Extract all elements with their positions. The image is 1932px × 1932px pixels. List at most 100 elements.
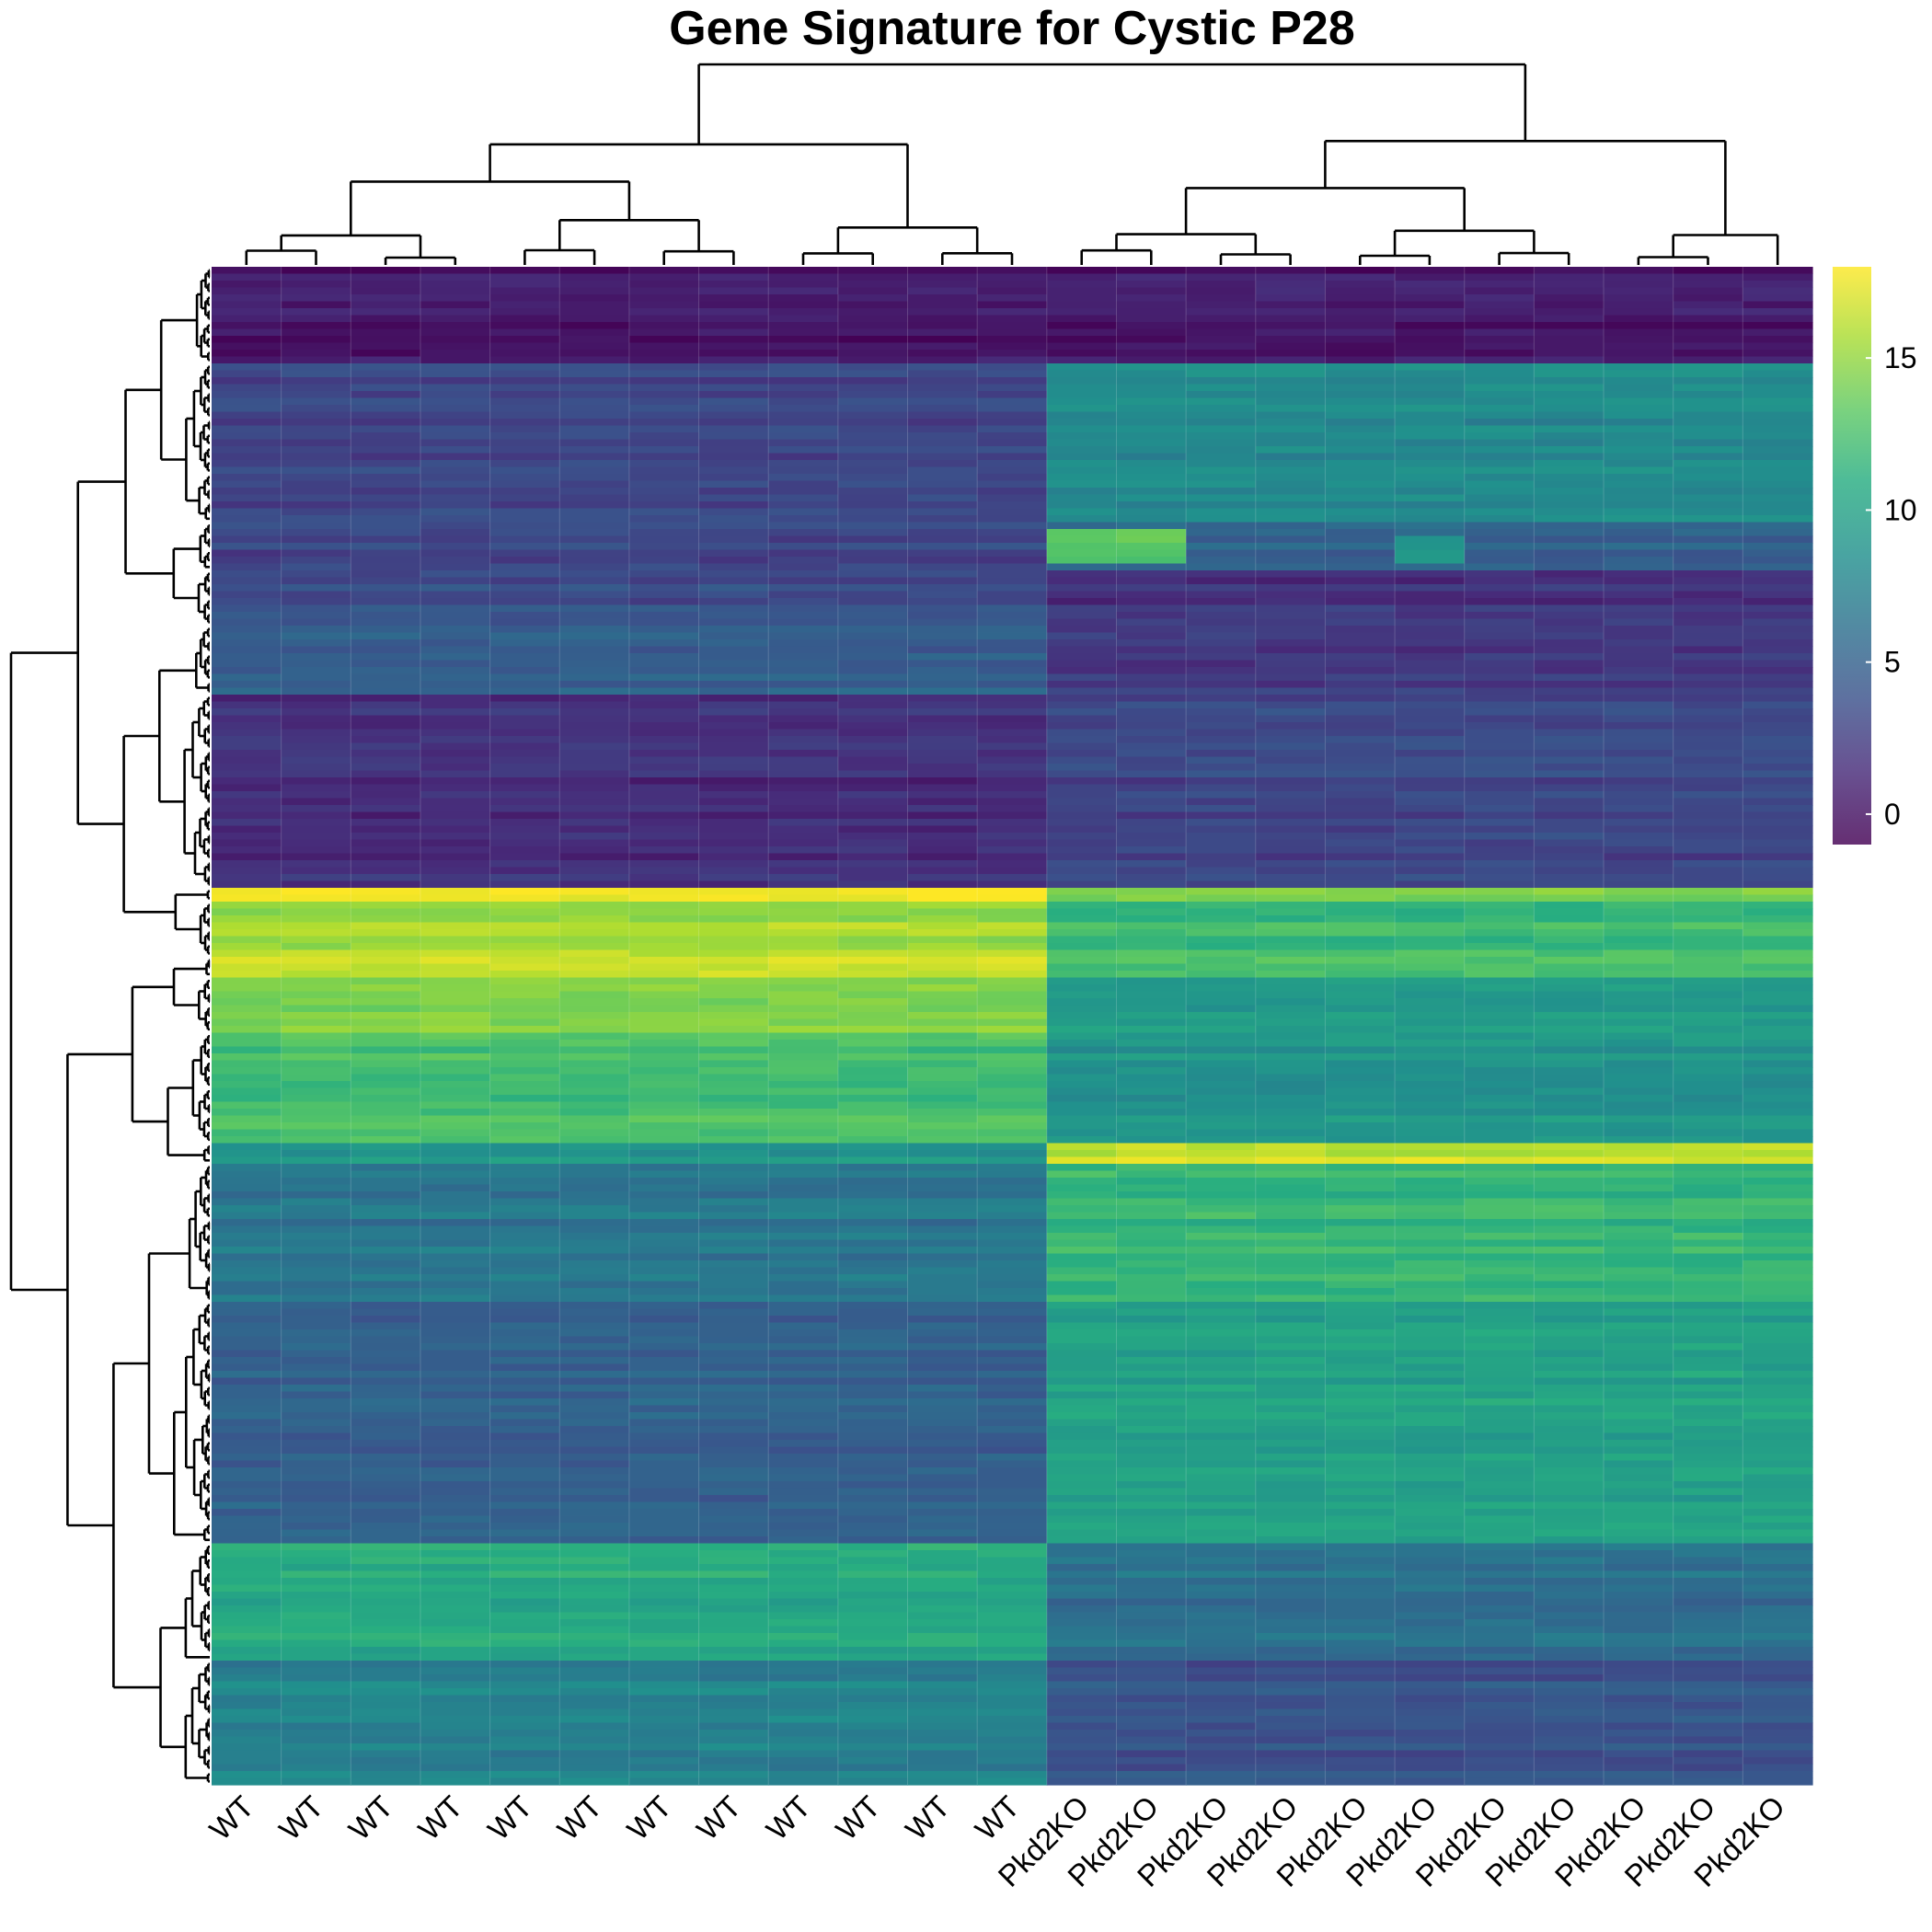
heatmap-cell: [489, 715, 560, 723]
heatmap-cell: [559, 1012, 630, 1020]
heatmap-cell: [1116, 342, 1187, 351]
heatmap-cell: [1186, 1253, 1257, 1261]
heatmap-cell: [559, 384, 630, 392]
heatmap-cell: [420, 1198, 491, 1206]
heatmap-cell: [1255, 1308, 1327, 1317]
heatmap-cell: [837, 1288, 909, 1296]
heatmap-cell: [698, 1501, 769, 1510]
heatmap-cell: [1673, 1495, 1743, 1503]
heatmap-cell: [559, 1454, 630, 1462]
heatmap-cell: [212, 1474, 282, 1482]
heatmap-cell: [1255, 432, 1327, 441]
heatmap-cell: [351, 736, 421, 744]
heatmap-cell: [1742, 315, 1813, 323]
heatmap-cell: [1255, 722, 1327, 730]
heatmap-cell: [628, 936, 700, 944]
heatmap-cell: [837, 1247, 909, 1255]
heatmap-cell: [628, 287, 700, 295]
heatmap-cell: [1742, 936, 1813, 944]
heatmap-cell: [212, 543, 282, 551]
heatmap-cell: [1395, 273, 1466, 282]
heatmap-cell: [1395, 557, 1466, 565]
heatmap-cell: [1255, 1454, 1327, 1462]
heatmap-cell: [977, 1281, 1048, 1289]
heatmap-cell: [1464, 1481, 1535, 1489]
heatmap-cell: [768, 1115, 839, 1123]
heatmap-cell: [1742, 1419, 1813, 1427]
heatmap-cell: [1395, 1281, 1466, 1289]
heatmap-cell: [1604, 1467, 1674, 1476]
heatmap-cell: [1464, 1225, 1535, 1234]
heatmap-cell: [1046, 1440, 1118, 1448]
heatmap-cell: [1395, 756, 1466, 765]
heatmap-cell: [1325, 384, 1396, 392]
heatmap-cell: [1255, 543, 1327, 551]
heatmap-cell: [1742, 798, 1813, 806]
heatmap-cell: [1046, 742, 1118, 751]
heatmap-cell: [907, 1467, 978, 1476]
heatmap-cell: [1046, 1412, 1118, 1420]
heatmap-cell: [768, 736, 839, 744]
heatmap-cell: [351, 1308, 421, 1317]
heatmap-cell: [1464, 1288, 1535, 1296]
heatmap-cell: [1116, 1143, 1187, 1151]
heatmap-cell: [698, 1308, 769, 1317]
heatmap-cell: [420, 549, 491, 558]
heatmap-cell: [1046, 1363, 1118, 1372]
heatmap-cell: [977, 1474, 1048, 1482]
heatmap-cell: [420, 1178, 491, 1186]
heatmap-cell: [1742, 1156, 1813, 1165]
heatmap-cell: [1673, 653, 1743, 661]
heatmap-cell: [698, 639, 769, 648]
heatmap-cell: [907, 1225, 978, 1234]
heatmap-cell: [1534, 1212, 1604, 1220]
heatmap-cell: [420, 1184, 491, 1192]
heatmap-cell: [212, 1260, 282, 1269]
heatmap-cell: [698, 1405, 769, 1413]
heatmap-cell: [1395, 618, 1466, 627]
heatmap-cell: [628, 1081, 700, 1089]
heatmap-cell: [1186, 722, 1257, 730]
heatmap-cell: [628, 1371, 700, 1379]
heatmap-cell: [1116, 1260, 1187, 1269]
heatmap-cell: [1604, 1247, 1674, 1255]
heatmap-cell: [977, 1274, 1048, 1282]
column-dendrogram: [245, 63, 1779, 265]
heatmap-cell: [698, 1225, 769, 1234]
heatmap-cell: [768, 1302, 839, 1310]
heatmap-cell: [1673, 474, 1743, 482]
heatmap-cell: [1325, 736, 1396, 744]
heatmap-cell: [559, 301, 630, 309]
heatmap-cell: [1255, 1391, 1327, 1399]
heatmap-cell: [1116, 687, 1187, 696]
heatmap-cell: [1673, 1053, 1743, 1062]
heatmap-cell: [1046, 1481, 1118, 1489]
heatmap-cell: [1673, 557, 1743, 565]
heatmap-cell: [1673, 902, 1743, 910]
heatmap-cell: [1255, 549, 1327, 558]
heatmap-cell: [1116, 1081, 1187, 1089]
heatmap-cell: [1186, 446, 1257, 454]
heatmap-cell: [420, 742, 491, 751]
heatmap-cell: [1116, 501, 1187, 510]
heatmap-cell: [420, 1219, 491, 1227]
heatmap-cell: [351, 604, 421, 613]
heatmap-cell: [1325, 805, 1396, 813]
heatmap-cell: [1673, 1170, 1743, 1179]
heatmap-cell: [698, 466, 769, 475]
heatmap-cell: [1395, 1481, 1466, 1489]
heatmap-cell: [907, 1239, 978, 1248]
heatmap-cell: [1116, 1371, 1187, 1379]
heatmap-cell: [1395, 1178, 1466, 1186]
heatmap-cell: [768, 439, 839, 447]
heatmap-cell: [281, 301, 351, 309]
heatmap-cell: [212, 1308, 282, 1317]
heatmap-cell: [977, 1294, 1048, 1303]
heatmap-cell: [768, 1095, 839, 1103]
heatmap-cell: [1673, 729, 1743, 737]
heatmap-cell: [628, 1122, 700, 1131]
heatmap-cell: [1325, 439, 1396, 447]
heatmap-cell: [281, 363, 351, 372]
heatmap-cell: [1325, 1129, 1396, 1137]
heatmap-cell: [420, 405, 491, 413]
